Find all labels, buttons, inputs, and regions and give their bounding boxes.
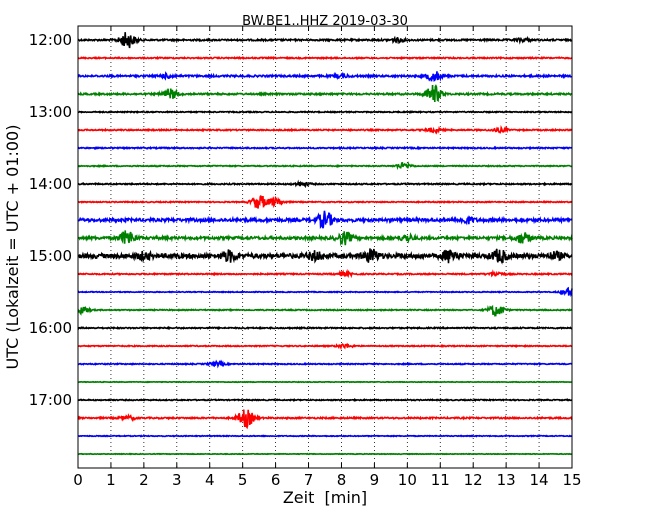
x-tick-label: 4 — [205, 471, 215, 489]
trace-1215 — [77, 55, 573, 61]
y-tick-label: 12:00 — [29, 31, 72, 49]
x-tick-label: 3 — [172, 471, 182, 489]
y-tick-label: 13:00 — [29, 103, 72, 121]
trace-1630 — [77, 359, 573, 369]
y-tick-label: 17:00 — [29, 391, 72, 409]
trace-1245 — [77, 84, 573, 103]
trace-1400 — [77, 179, 573, 189]
y-tick-label: 15:00 — [29, 247, 72, 265]
trace-1715 — [77, 409, 573, 430]
trace-1200 — [77, 32, 573, 49]
trace-1330 — [77, 145, 573, 151]
x-tick-label: 15 — [562, 471, 581, 489]
trace-1745 — [77, 452, 573, 456]
trace-1515 — [77, 268, 573, 279]
trace-1430 — [77, 210, 573, 229]
x-tick-label: 9 — [370, 471, 380, 489]
x-tick-label: 7 — [304, 471, 314, 489]
y-axis-label: UTC (Lokalzeit = UTC + 01:00) — [3, 125, 22, 370]
trace-1615 — [77, 342, 573, 351]
x-tick-label: 13 — [497, 471, 516, 489]
x-tick-label: 11 — [431, 471, 450, 489]
trace-1300 — [77, 110, 573, 114]
trace-1530 — [77, 286, 573, 298]
x-axis-ticks: 0 1 2 3 4 5 6 7 8 9 10 11 12 13 14 15 — [73, 26, 582, 489]
trace-1445 — [77, 230, 573, 247]
x-tick-label: 1 — [106, 471, 116, 489]
x-tick-label: 5 — [238, 471, 248, 489]
x-tick-label: 8 — [337, 471, 347, 489]
trace-1345 — [77, 160, 573, 171]
x-tick-label: 6 — [271, 471, 281, 489]
trace-1415 — [77, 195, 573, 209]
plot-frame — [77, 25, 573, 469]
trace-1500 — [77, 248, 573, 265]
grid-lines — [110, 26, 540, 468]
x-tick-label: 2 — [139, 471, 149, 489]
x-axis-label: Zeit [min] — [283, 488, 367, 507]
x-tick-label: 14 — [530, 471, 549, 489]
x-tick-label: 12 — [464, 471, 483, 489]
chart-title: BW.BE1..HHZ 2019-03-30 — [242, 14, 408, 29]
y-axis-ticks: 12:00 13:00 14:00 15:00 16:00 17:00 — [29, 31, 572, 409]
trace-1230 — [77, 71, 573, 82]
trace-1600 — [77, 325, 573, 331]
y-tick-label: 16:00 — [29, 319, 72, 337]
trace-1730 — [77, 434, 573, 438]
trace-1545 — [77, 304, 573, 318]
trace-1645 — [77, 380, 573, 384]
trace-1315 — [77, 125, 573, 135]
trace-1700 — [77, 397, 573, 403]
y-tick-label: 14:00 — [29, 175, 72, 193]
x-tick-label: 0 — [73, 471, 83, 489]
x-tick-label: 10 — [398, 471, 417, 489]
traces — [77, 32, 573, 456]
